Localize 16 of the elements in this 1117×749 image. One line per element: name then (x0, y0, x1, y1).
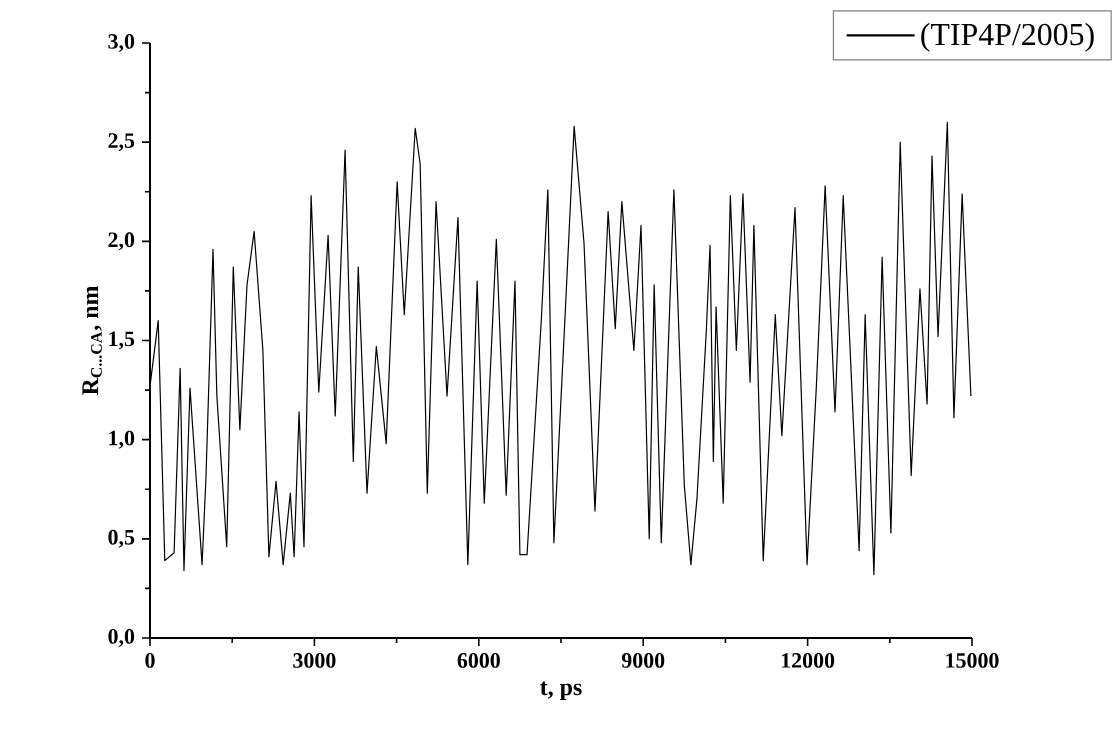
x-tick-label: 6000 (457, 653, 500, 668)
y-tick-label: 1,5 (109, 331, 135, 350)
y-tick-label: 2,5 (108, 133, 135, 152)
x-tick-label: 9000 (621, 653, 665, 668)
y-tick-label: 2,0 (108, 232, 135, 251)
x-tick-label: 3000 (293, 653, 336, 668)
x-tick-label: 12000 (781, 653, 835, 668)
x-axis-title: t, ps (540, 681, 582, 701)
y-tick-label: 0,5 (108, 529, 135, 548)
y-tick-label: 1,0 (109, 430, 135, 449)
x-tick-label: 15000 (946, 653, 999, 668)
y-axis-title: R$_{C...CA}$, nm (82, 285, 102, 396)
y-tick-label: 3,0 (108, 34, 135, 52)
legend-label: (TIP4P/2005) (921, 22, 1094, 52)
y-tick-label: 0,0 (108, 629, 135, 647)
x-tick-label: 0 (145, 653, 155, 668)
